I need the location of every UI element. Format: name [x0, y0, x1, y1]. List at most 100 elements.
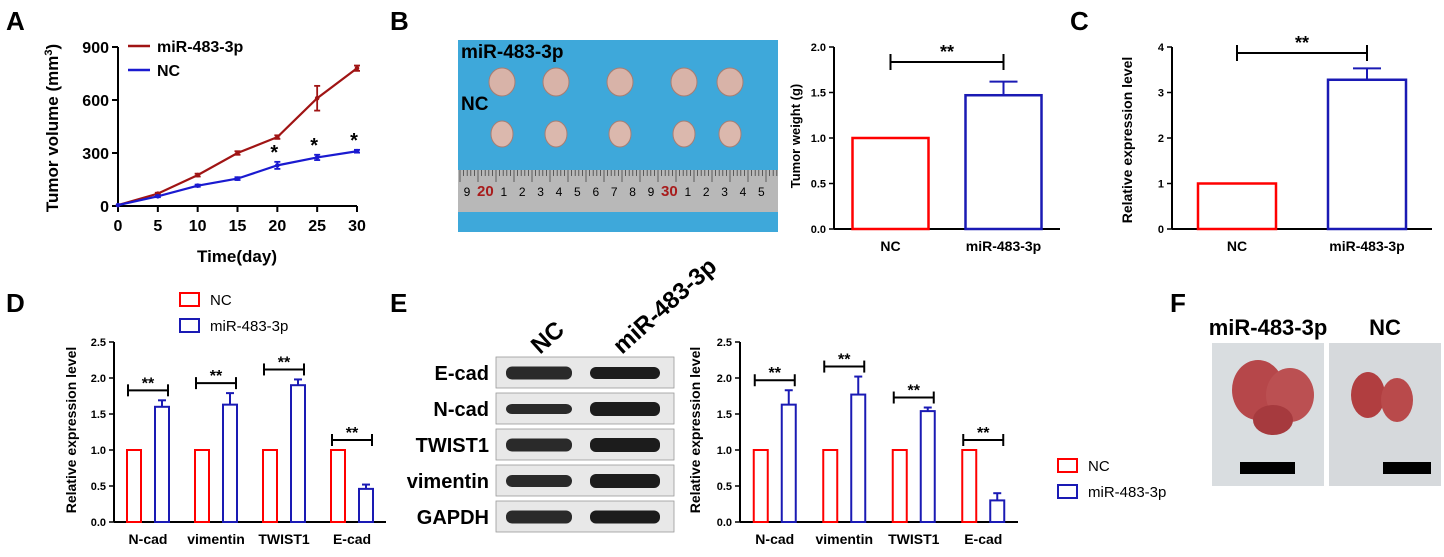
- tumor-mir: [542, 67, 570, 97]
- significance-stars: **: [210, 368, 223, 385]
- ruler-number: 20: [477, 183, 494, 200]
- y-tick-label: 2.5: [91, 337, 106, 349]
- y-tick-label: 1.0: [811, 133, 826, 145]
- ruler-number: 5: [574, 185, 581, 199]
- data-point: [275, 163, 280, 168]
- x-category-label: E-cad: [333, 531, 371, 547]
- lung-lobe-right: [1381, 378, 1413, 422]
- ruler-number: 1: [684, 185, 691, 199]
- x-tick-label: 15: [229, 218, 247, 235]
- bar-nc: [752, 449, 769, 523]
- bar-mir: [290, 384, 306, 524]
- y-tick-label: 300: [82, 146, 109, 163]
- ruler-number: 4: [740, 185, 747, 199]
- x-category-label: TWIST1: [888, 531, 940, 547]
- y-tick-label: 2.0: [717, 373, 732, 385]
- tumor-mir: [716, 67, 744, 97]
- panel-letter-f: F: [1170, 288, 1186, 318]
- y-tick-label: 0: [1158, 224, 1164, 236]
- ruler-number: 8: [629, 185, 636, 199]
- bar-nc: [262, 449, 278, 523]
- legend-label-mir: miR-483-3p: [157, 39, 243, 56]
- y-tick-label: 3: [1158, 88, 1164, 100]
- series-line-mir: [117, 67, 358, 207]
- bar-mir: [850, 393, 867, 523]
- ruler-number: 2: [519, 185, 526, 199]
- x-tick-label: 0: [114, 218, 123, 235]
- x-tick-label: 10: [189, 218, 207, 235]
- blot-band-nc: [506, 510, 572, 524]
- bar-mir: [780, 403, 797, 524]
- blot-row-label: N-cad: [433, 399, 489, 421]
- y-tick-label: 1: [1158, 179, 1164, 191]
- panel-letter-e: E: [390, 288, 407, 318]
- data-point: [155, 193, 161, 199]
- significance-stars: **: [977, 425, 990, 442]
- data-point: [354, 148, 360, 154]
- legend-swatch-nc: [179, 292, 200, 307]
- western-blot: NC miR-483-3p E-cad N-cad TWIST1 vimentin GA…: [407, 253, 722, 533]
- tumor-nc: [490, 120, 514, 148]
- ruler-number: 4: [556, 185, 563, 199]
- panel-letter-a: A: [6, 6, 25, 36]
- x-category-label: vimentin: [187, 531, 245, 547]
- ruler-number: 30: [661, 183, 678, 200]
- y-tick-label: 0.0: [717, 517, 732, 529]
- data-point: [235, 150, 240, 156]
- x-category-label: TWIST1: [258, 531, 310, 547]
- blot-row-label: TWIST1: [416, 435, 489, 457]
- ruler: [458, 170, 778, 212]
- panel-letter-b: B: [390, 6, 409, 36]
- chart-d-expression: Relative expression level NC miR-483-3p …: [63, 292, 386, 547]
- significance-stars: **: [346, 425, 359, 442]
- y-tick-label: 0.5: [91, 481, 106, 493]
- significance-stars: **: [769, 365, 782, 382]
- blot-band-mir: [590, 367, 660, 379]
- tumor-nc: [672, 120, 696, 148]
- y-tick-label: 1.5: [91, 409, 106, 421]
- blot-row-label: GAPDH: [417, 507, 489, 529]
- blot-lane-nc: NC: [526, 316, 570, 359]
- photo-label-nc: NC: [461, 94, 489, 115]
- y-tick-label: 2.5: [717, 337, 732, 349]
- ruler-number: 3: [537, 185, 544, 199]
- blot-band-nc: [506, 404, 572, 414]
- lung-lobe-lower: [1253, 405, 1293, 435]
- blot-band-mir: [590, 474, 660, 488]
- bar-mir: [154, 405, 170, 523]
- bar-mir: [1326, 78, 1408, 231]
- bar-nc: [330, 449, 346, 523]
- photo-f-label-mir: miR-483-3p: [1209, 315, 1328, 340]
- x-category-label: vimentin: [815, 531, 873, 547]
- bar-nc: [126, 449, 142, 523]
- significance-stars: **: [838, 352, 851, 369]
- x-category-label: NC: [1227, 238, 1247, 254]
- blot-band-nc: [506, 366, 572, 380]
- chart-e-expression: Relative expression level NC miR-483-3p …: [687, 337, 1166, 547]
- tumor-photo: 9 20 1 2 3 4 5 6 7 8 9 30 1 2 3 4 5 miR-483-3p NC: [458, 40, 778, 232]
- ruler-number: 1: [500, 185, 507, 199]
- bar-nc: [891, 449, 908, 523]
- x-category-label: N-cad: [755, 531, 794, 547]
- lung-lobe-left: [1351, 372, 1385, 418]
- legend-swatch-nc: [1057, 458, 1078, 473]
- bar-mir: [964, 93, 1043, 231]
- blot-row-label: vimentin: [407, 471, 489, 493]
- x-category-label: N-cad: [129, 531, 168, 547]
- significance-stars: **: [1295, 33, 1309, 53]
- bar-nc: [194, 449, 210, 523]
- legend-label-nc: NC: [157, 63, 181, 80]
- y-tick-label: 1.5: [811, 88, 826, 100]
- blot-band-mir: [590, 510, 660, 524]
- y-tick-label: 2.0: [91, 373, 106, 385]
- x-category-label: NC: [880, 238, 900, 254]
- bar-nc: [961, 449, 978, 523]
- significance-stars: **: [940, 42, 954, 62]
- significance-star: *: [350, 130, 358, 152]
- bar-mir: [919, 410, 936, 523]
- chart-a-tumor-volume: Tumor volume (mm3) Time(day) miR-483-3p …: [43, 39, 366, 266]
- tumor-mir: [606, 67, 634, 97]
- chart-c-ylabel: Relative expression level: [1119, 57, 1135, 224]
- y-tick-label: 0.0: [811, 224, 826, 236]
